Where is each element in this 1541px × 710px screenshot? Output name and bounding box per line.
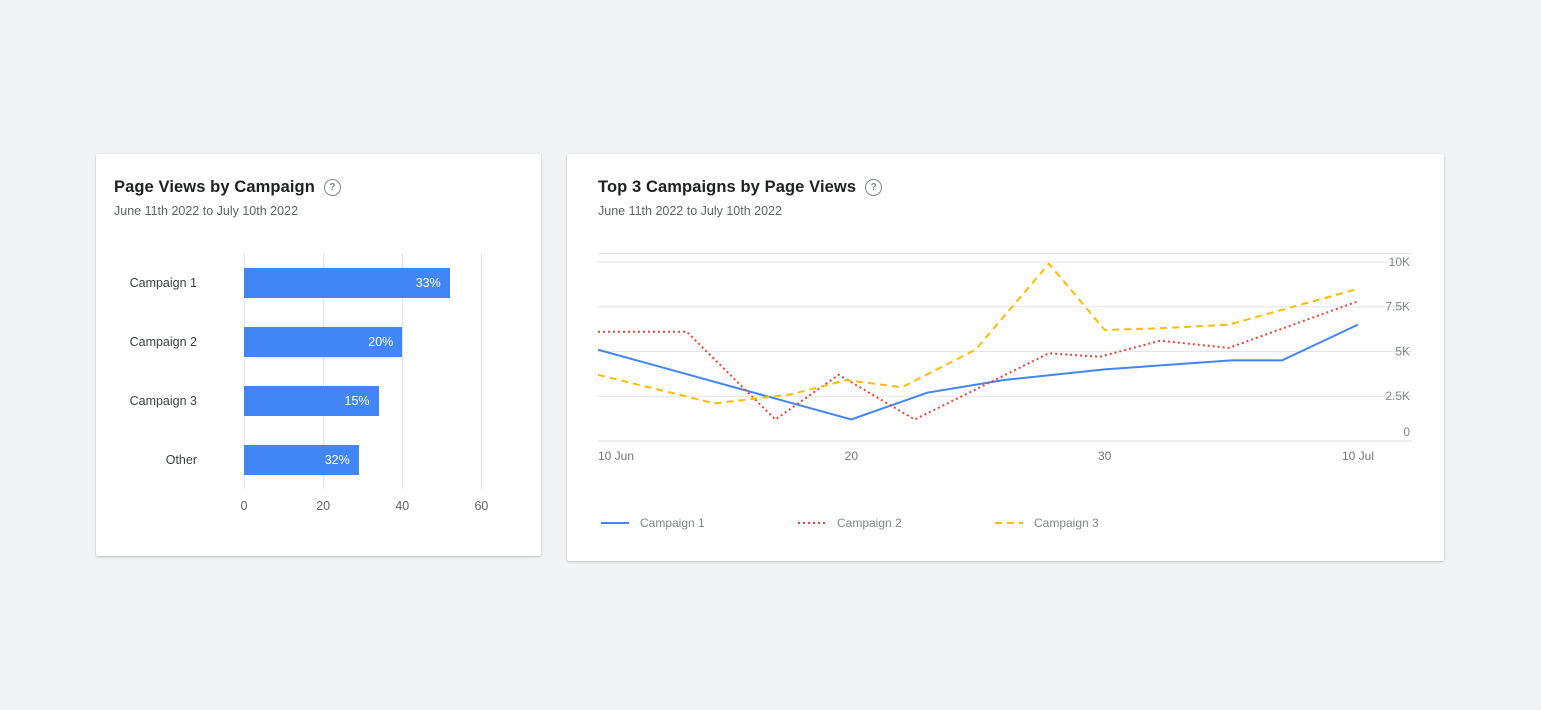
bar-gridline <box>481 253 483 489</box>
x-tick-label: 10 Jul <box>1342 449 1374 463</box>
y-tick-label: 10K <box>1389 255 1410 269</box>
legend-swatch-line <box>798 522 826 524</box>
legend-item[interactable]: Campaign 2 <box>797 516 994 530</box>
bar-value-label: 33% <box>415 275 441 290</box>
help-icon[interactable]: ? <box>323 178 341 196</box>
bar-card-subtitle: June 11th 2022 to July 10th 2022 <box>114 204 298 218</box>
legend-swatch-line <box>995 522 1023 524</box>
series-line-campaign-1[interactable] <box>598 323 1359 421</box>
x-tick-label: 30 <box>1098 449 1112 463</box>
legend-swatch-line <box>601 522 629 524</box>
legend-label: Campaign 1 <box>640 516 705 530</box>
bar-axis-tick-label: 20 <box>316 499 331 513</box>
bar[interactable]: 20% <box>244 326 403 357</box>
bar[interactable]: 33% <box>244 267 450 298</box>
series-line-campaign-3[interactable] <box>598 262 1359 405</box>
bar-rows: 33% 20% 15% 32% <box>244 253 521 489</box>
legend-label: Campaign 2 <box>837 516 902 530</box>
bar-x-axis: 0 20 40 60 <box>240 489 521 519</box>
bar-category-label: Other <box>165 452 197 467</box>
bar-category-label: Campaign 2 <box>129 334 197 349</box>
legend-label: Campaign 3 <box>1034 516 1099 530</box>
line-card-subtitle: June 11th 2022 to July 10th 2022 <box>598 204 782 218</box>
bar-chart-card: Page Views by Campaign ? June 11th 2022 … <box>96 154 541 556</box>
bar-card-title: Page Views by Campaign <box>114 178 315 196</box>
y-tick-label: 5K <box>1395 344 1410 358</box>
bar-row: 20% <box>244 312 521 371</box>
y-tick-label: 0 <box>1403 425 1410 439</box>
line-legend: Campaign 1 Campaign 2 Campaign 3 <box>600 516 1412 530</box>
bar-row: 15% <box>244 371 521 430</box>
line-chart-svg: 0 2.5K 5K 7.5K 10K 10 Jun 20 30 10 Jul <box>598 253 1412 463</box>
bar-row: 32% <box>244 430 521 489</box>
bar-axis-spacer <box>114 489 244 519</box>
y-tick-label: 2.5K <box>1385 389 1410 403</box>
line-card-title: Top 3 Campaigns by Page Views <box>598 178 857 196</box>
bar-axis-tick-label: 60 <box>474 499 489 513</box>
bar[interactable]: 15% <box>244 385 379 416</box>
bar-plot: 33% 20% 15% 32% <box>244 253 521 489</box>
bar-category-label: Campaign 3 <box>129 393 197 408</box>
bar-chart: Campaign 1 Campaign 2 Campaign 3 Other 33% 2… <box>96 253 541 519</box>
legend-item[interactable]: Campaign 1 <box>600 516 797 530</box>
line-chart-card: Top 3 Campaigns by Page Views ? June 11t… <box>567 154 1444 561</box>
line-card-header: Top 3 Campaigns by Page Views ? June 11t… <box>567 154 1444 219</box>
bar-gridline <box>402 253 404 489</box>
x-tick-label: 20 <box>845 449 859 463</box>
help-icon[interactable]: ? <box>865 178 883 196</box>
legend-item[interactable]: Campaign 3 <box>994 516 1191 530</box>
bar-category-label: Campaign 1 <box>129 275 197 290</box>
bar-card-header: Page Views by Campaign ? June 11th 2022 … <box>96 154 541 219</box>
bar-axis-tick-label: 0 <box>240 499 248 513</box>
bar[interactable]: 32% <box>244 444 359 475</box>
y-tick-label: 7.5K <box>1385 300 1410 314</box>
series-line-campaign-2[interactable] <box>598 300 1359 421</box>
bar-value-label: 20% <box>368 334 394 349</box>
bar-row: 33% <box>244 253 521 312</box>
bar-gridline <box>323 253 325 489</box>
bar-gridline <box>244 253 245 489</box>
bar-value-label: 15% <box>344 393 370 408</box>
bar-value-label: 32% <box>324 452 350 467</box>
bar-category-column: Campaign 1 Campaign 2 Campaign 3 Other <box>114 253 244 489</box>
bar-axis-tick-label: 40 <box>395 499 410 513</box>
x-tick-label: 10 Jun <box>598 449 634 463</box>
